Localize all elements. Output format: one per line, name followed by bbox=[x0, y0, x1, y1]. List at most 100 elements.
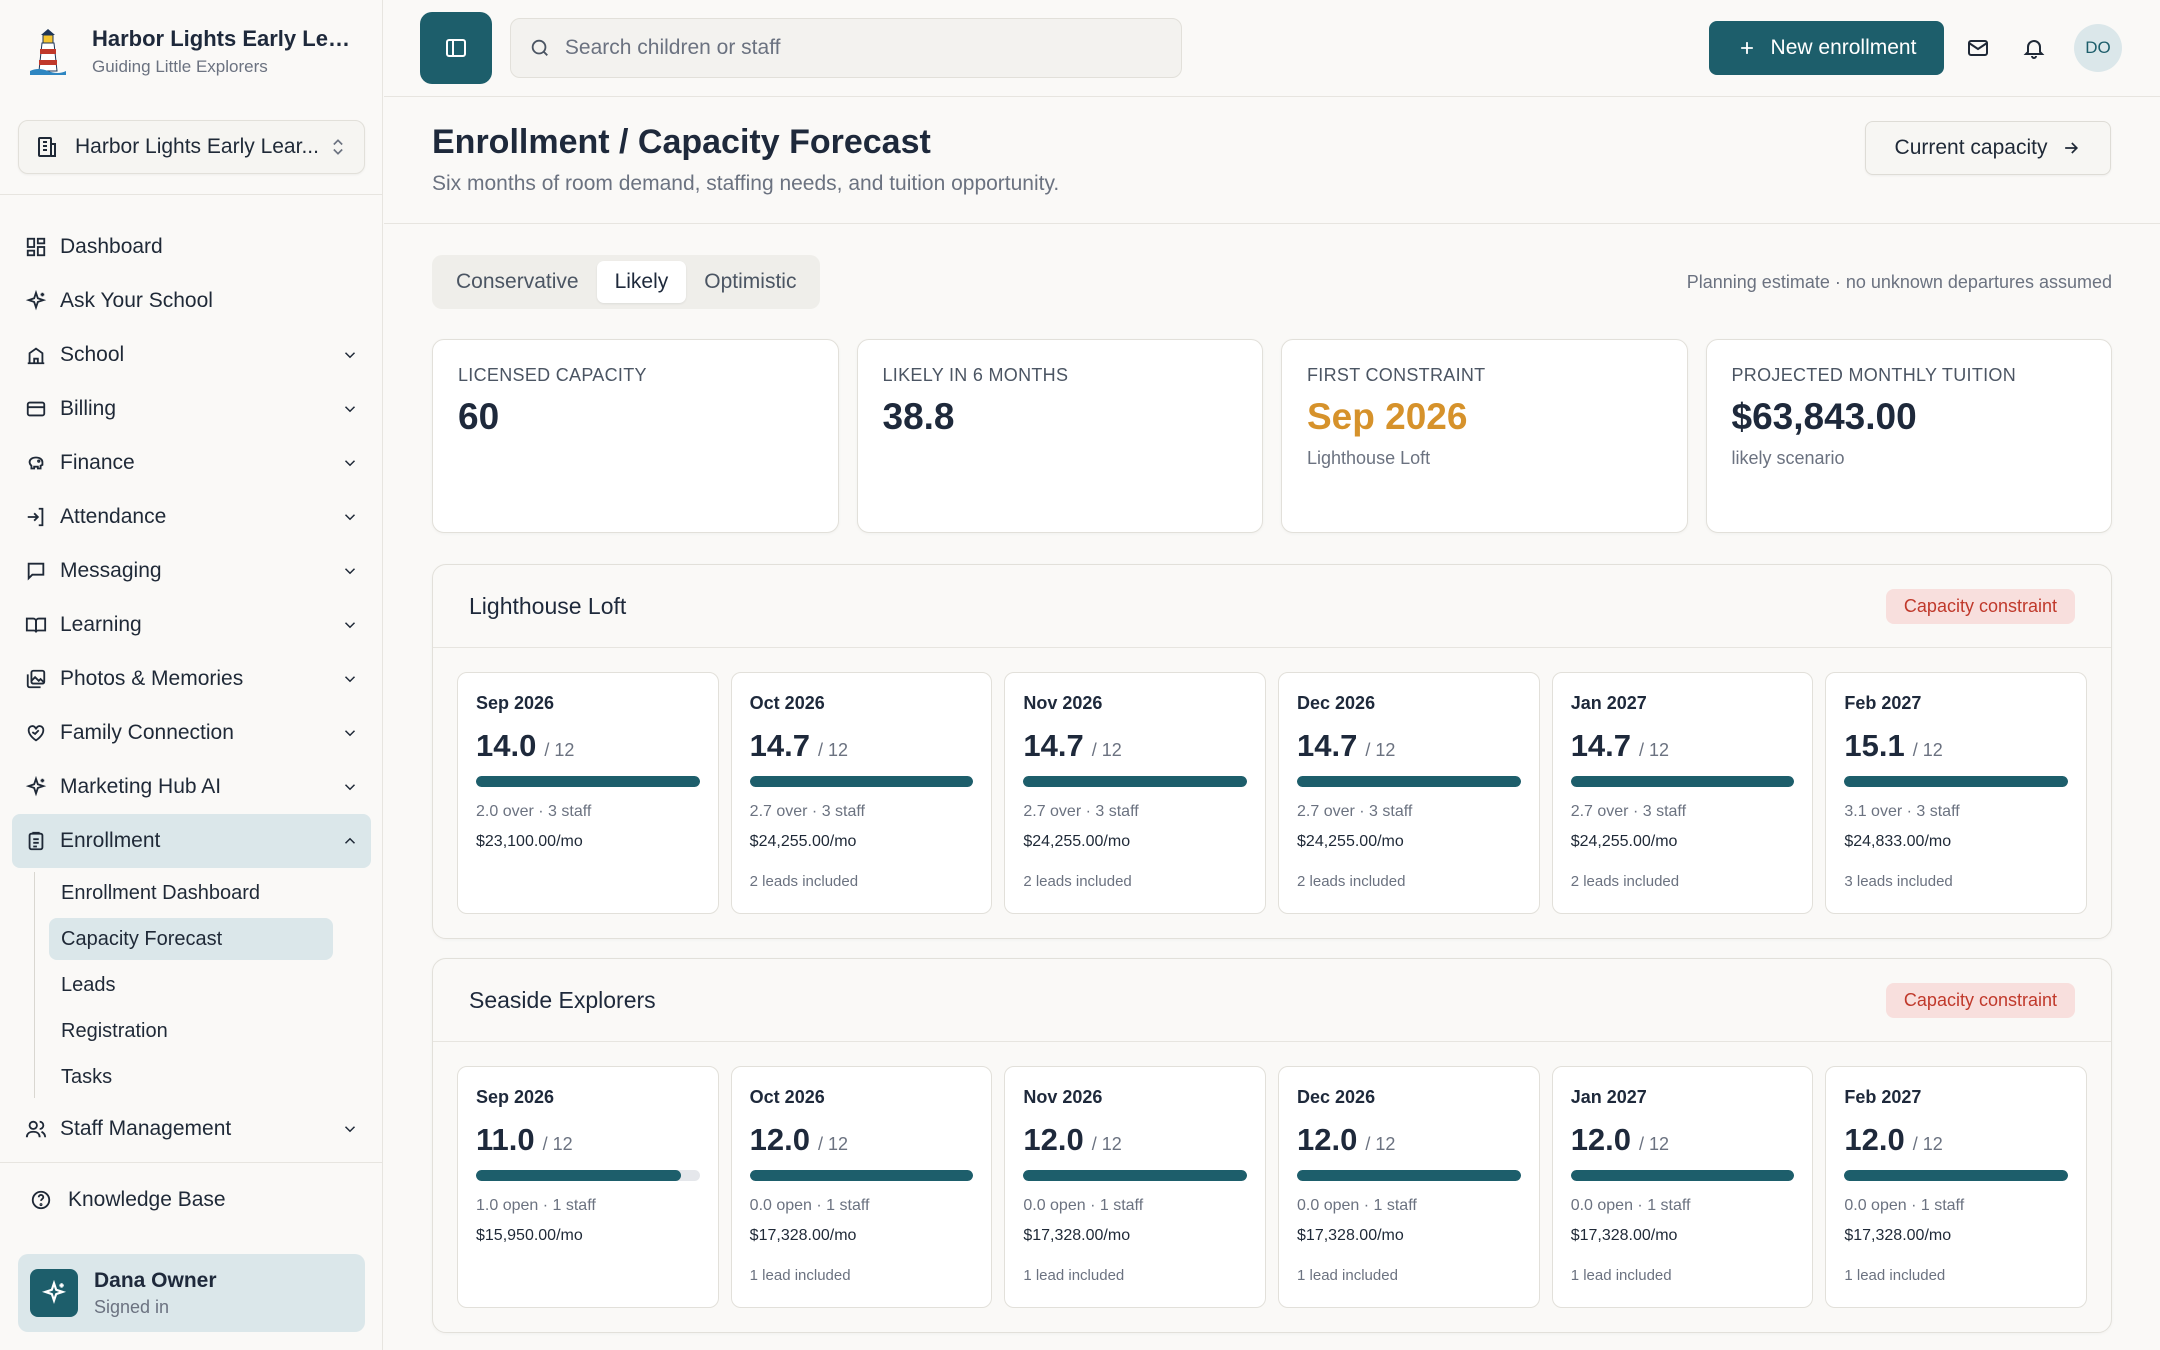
subnav-tasks[interactable]: Tasks bbox=[61, 1065, 113, 1088]
chevron-down-icon bbox=[344, 1126, 356, 1133]
month-leads: 2 leads included bbox=[1297, 873, 1406, 890]
brand[interactable]: Harbor Lights Early Learn... Guiding Lit… bbox=[28, 26, 362, 77]
nav-family-connection[interactable]: Family Connection bbox=[12, 706, 371, 760]
month-leads: 1 lead included bbox=[1297, 1267, 1398, 1284]
nav-ask-your-school[interactable]: Ask Your School bbox=[12, 274, 371, 328]
sidebar-toggle-button[interactable] bbox=[420, 12, 492, 84]
current-capacity-button[interactable]: Current capacity bbox=[1865, 121, 2111, 175]
kpi-licensed-capacity: LICENSED CAPACITY 60 bbox=[432, 339, 839, 533]
capacity-bar bbox=[1023, 1170, 1248, 1181]
month-capacity: / 12 bbox=[818, 1134, 849, 1154]
chevron-down-icon bbox=[344, 460, 356, 467]
month-projected-count: 12.0 bbox=[1297, 1122, 1358, 1157]
month-leads: 1 lead included bbox=[1570, 1267, 1672, 1284]
month-enrollment: 12.0 / 12 bbox=[750, 1122, 974, 1158]
month-enrollment: 14.7 / 12 bbox=[1571, 728, 1795, 764]
nav-school[interactable]: School bbox=[12, 328, 371, 382]
month-leads: 1 lead included bbox=[749, 1267, 851, 1284]
month-tuition: $24,833.00/mo bbox=[1844, 833, 1952, 850]
nav-attendance[interactable]: Attendance bbox=[12, 490, 371, 544]
month-capacity: / 12 bbox=[544, 740, 575, 760]
capacity-bar-fill bbox=[1297, 776, 1521, 787]
chevron-down-icon bbox=[344, 568, 356, 575]
mail-icon bbox=[1968, 40, 1988, 56]
month-enrollment: 12.0 / 12 bbox=[1844, 1122, 2068, 1158]
user-avatar-button[interactable]: DO bbox=[2074, 24, 2122, 72]
nav-photos-memories[interactable]: Photos & Memories bbox=[12, 652, 371, 706]
month-capacity: / 12 bbox=[1091, 740, 1122, 760]
brand-name: Harbor Lights Early Learn... bbox=[92, 26, 362, 51]
month-row: Sep 2026 11.0 / 12 1.0 open · 1 staff $15,95… bbox=[433, 1042, 2111, 1332]
chevron-up-icon bbox=[344, 837, 356, 844]
nav-marketing-hub-ai[interactable]: Marketing Hub AI bbox=[12, 760, 371, 814]
month-status: 2.7 over · 3 staff bbox=[1570, 803, 1687, 820]
tab-conservative[interactable]: Conservative bbox=[456, 270, 579, 293]
piggy-bank-icon bbox=[24, 451, 48, 475]
nav-finance[interactable]: Finance bbox=[12, 436, 371, 490]
school-switcher[interactable]: Harbor Lights Early Lear... bbox=[18, 120, 365, 174]
user-card[interactable]: Dana Owner Signed in bbox=[18, 1254, 365, 1332]
month-card: Nov 2026 14.7 / 12 2.7 over · 3 staff $24,25… bbox=[1004, 672, 1267, 914]
school-icon bbox=[24, 343, 48, 367]
capacity-bar bbox=[1023, 776, 1248, 787]
subnav-enrollment-dashboard[interactable]: Enrollment Dashboard bbox=[61, 881, 260, 904]
kpi-likely-in-6-months: LIKELY IN 6 MONTHS 38.8 bbox=[856, 339, 1263, 533]
room-section: Lighthouse Loft Capacity constraint Sep 20… bbox=[432, 564, 2112, 939]
nav-enrollment[interactable]: Enrollment bbox=[12, 814, 371, 868]
search-input[interactable] bbox=[564, 36, 1163, 60]
month-leads: 2 leads included bbox=[749, 873, 859, 890]
subnav-capacity-forecast[interactable]: Capacity Forecast bbox=[49, 918, 333, 960]
new-enrollment-button[interactable]: New enrollment bbox=[1709, 21, 1944, 75]
month-tuition: $15,950.00/mo bbox=[476, 1227, 583, 1244]
mail-button[interactable] bbox=[1958, 28, 1998, 68]
capacity-bar-fill bbox=[476, 1170, 682, 1181]
subnav-registration[interactable]: Registration bbox=[61, 1019, 168, 1042]
month-card: Dec 2026 14.7 / 12 2.7 over · 3 staff $24,25… bbox=[1278, 672, 1540, 914]
chevron-down-icon bbox=[344, 730, 356, 737]
chevron-down-icon bbox=[344, 784, 356, 791]
month-card: Jan 2027 14.7 / 12 2.7 over · 3 staff $24,25… bbox=[1551, 672, 1814, 914]
kpi-value: $63,843.00 bbox=[1731, 396, 1917, 437]
month-status: 0.0 open · 1 staff bbox=[1570, 1197, 1691, 1214]
dashboard-icon bbox=[24, 235, 48, 259]
month-status: 0.0 open · 1 staff bbox=[1297, 1197, 1417, 1214]
sidebar: Harbor Lights Early Learn... Guiding Lit… bbox=[0, 0, 383, 1350]
main-nav: Dashboard Ask Your School School Billing… bbox=[12, 220, 371, 1156]
subnav-leads[interactable]: Leads bbox=[61, 973, 116, 996]
capacity-bar-fill bbox=[749, 776, 974, 787]
month-tuition: $24,255.00/mo bbox=[1570, 833, 1678, 850]
capacity-bar bbox=[1297, 776, 1521, 787]
month-capacity: / 12 bbox=[1912, 1134, 1943, 1154]
month-capacity: / 12 bbox=[1639, 740, 1670, 760]
sparkles-icon bbox=[24, 289, 48, 313]
room-name: Lighthouse Loft bbox=[469, 592, 627, 619]
tab-optimistic[interactable]: Optimistic bbox=[704, 270, 797, 293]
month-label: Oct 2026 bbox=[749, 1087, 825, 1107]
month-card: Dec 2026 12.0 / 12 0.0 open · 1 staff $17,32… bbox=[1278, 1066, 1540, 1308]
month-card: Nov 2026 12.0 / 12 0.0 open · 1 staff $17,32… bbox=[1004, 1066, 1267, 1308]
month-tuition: $23,100.00/mo bbox=[476, 833, 583, 850]
heart-handshake-icon bbox=[24, 721, 48, 745]
month-enrollment: 11.0 / 12 bbox=[476, 1122, 700, 1158]
capacity-bar-fill bbox=[1023, 776, 1248, 787]
kpi-value: 38.8 bbox=[882, 396, 955, 437]
tab-likely[interactable]: Likely bbox=[596, 261, 687, 303]
month-status: 2.7 over · 3 staff bbox=[749, 803, 865, 820]
month-projected-count: 11.0 bbox=[476, 1122, 535, 1157]
nav-messaging[interactable]: Messaging bbox=[12, 544, 371, 598]
nav-learning[interactable]: Learning bbox=[12, 598, 371, 652]
room-name: Seaside Explorers bbox=[469, 986, 656, 1013]
knowledge-base-link[interactable]: Knowledge Base bbox=[30, 1188, 226, 1212]
nav-billing[interactable]: Billing bbox=[12, 382, 371, 436]
room-header: Lighthouse Loft Capacity constraint bbox=[433, 565, 2111, 648]
month-capacity: / 12 bbox=[1639, 1134, 1670, 1154]
month-label: Sep 2026 bbox=[476, 1087, 555, 1107]
nav-dashboard[interactable]: Dashboard bbox=[12, 220, 371, 274]
month-capacity: / 12 bbox=[818, 740, 849, 760]
kpi-first-constraint: FIRST CONSTRAINT Sep 2026 Lighthouse Lof… bbox=[1281, 339, 1688, 533]
notifications-button[interactable] bbox=[2014, 28, 2054, 68]
nav-staff-management[interactable]: Staff Management bbox=[12, 1102, 371, 1156]
month-projected-count: 14.7 bbox=[749, 728, 811, 763]
month-card: Feb 2027 12.0 / 12 0.0 open · 1 staff $17,32… bbox=[1825, 1066, 2088, 1308]
capacity-bar-fill bbox=[1023, 1170, 1248, 1181]
